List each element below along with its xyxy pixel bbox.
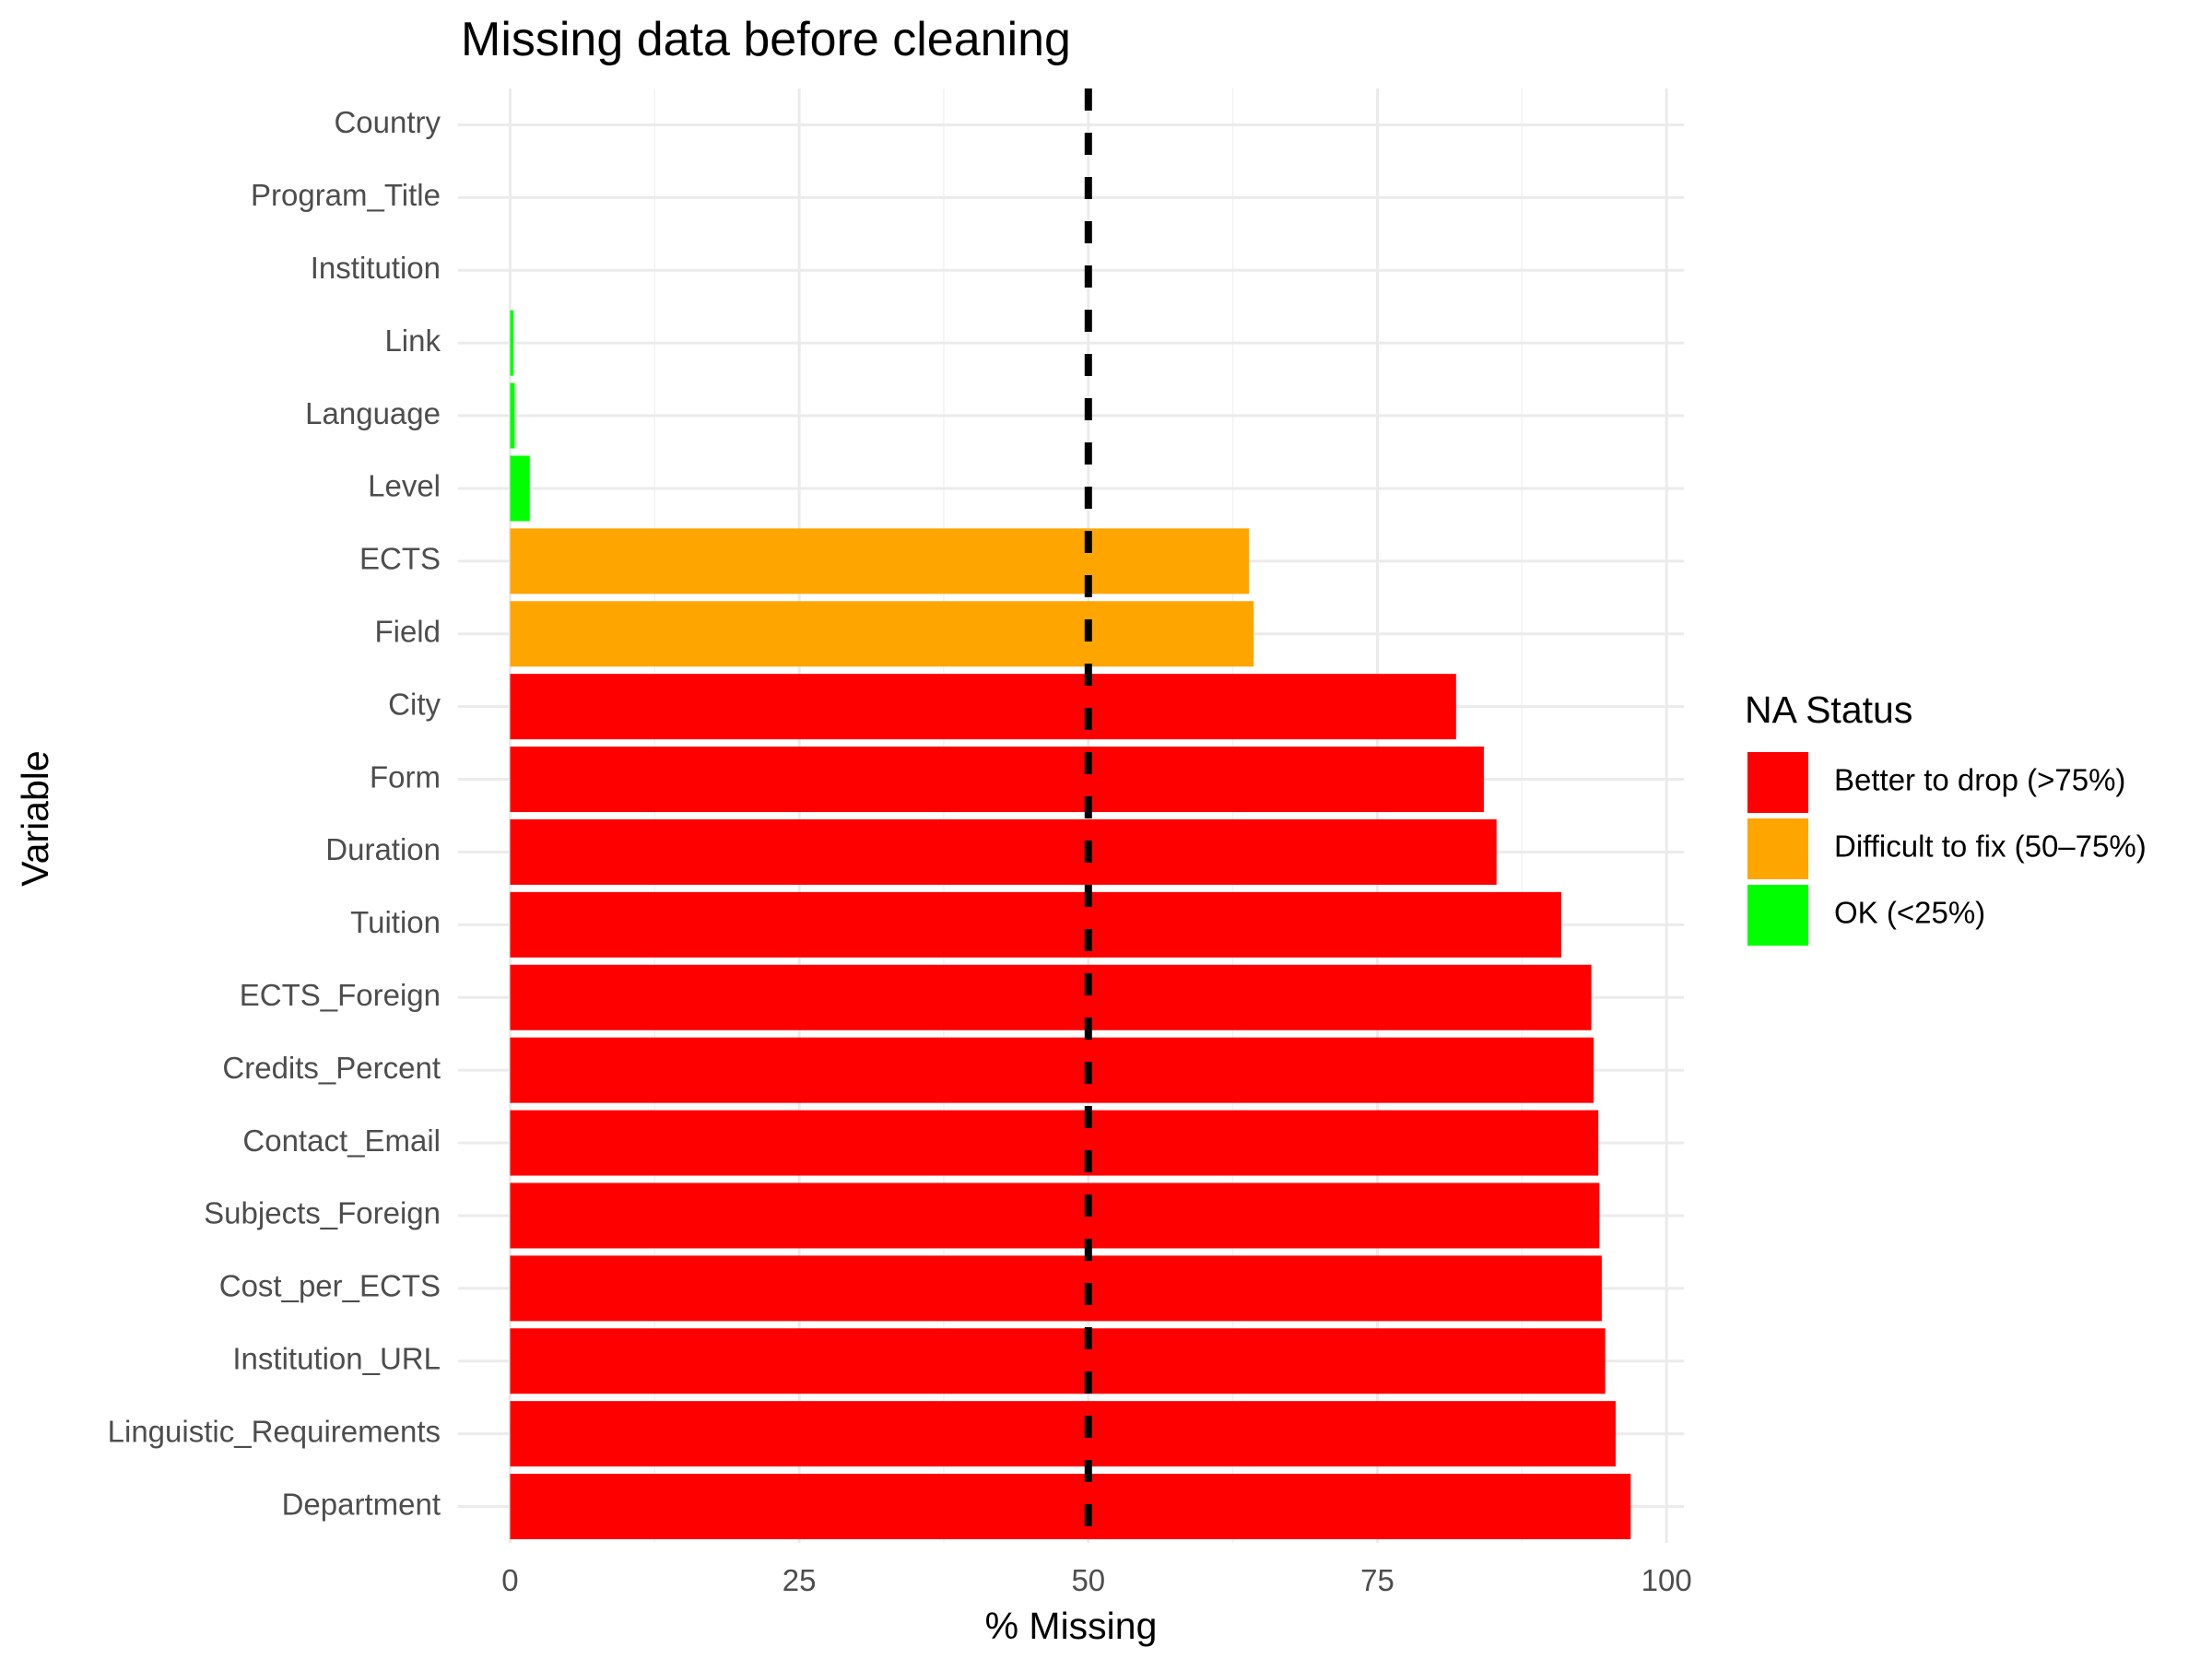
y-tick-label: Field [374, 614, 441, 648]
x-tick-label: 50 [1071, 1563, 1105, 1597]
y-tick-label: Contact_Email [242, 1124, 441, 1158]
y-tick-label: Credits_Percent [222, 1051, 441, 1085]
y-tick-label: Level [368, 469, 441, 503]
x-tick-label: 25 [782, 1563, 817, 1597]
y-tick-label: Duration [325, 832, 441, 866]
y-tick-label: City [388, 687, 441, 721]
x-axis-title: % Missing [985, 1605, 1158, 1647]
bar [510, 601, 1254, 667]
y-tick-label: Cost_per_ECTS [219, 1269, 441, 1303]
x-tick-label: 75 [1360, 1563, 1394, 1597]
bar [510, 528, 1250, 594]
y-tick-label: Institution_URL [232, 1341, 441, 1375]
bar [510, 891, 1561, 958]
y-tick-label: Link [384, 324, 441, 358]
grid [458, 88, 1684, 1543]
bar [510, 818, 1497, 885]
bar [510, 382, 515, 449]
bar [510, 1110, 1599, 1176]
y-tick-label: ECTS [359, 542, 441, 576]
y-tick-label: Program_Title [251, 178, 441, 212]
bar [510, 455, 530, 522]
legend-label: Better to drop (>75%) [1834, 763, 2125, 797]
bar [510, 747, 1484, 813]
bar [510, 1401, 1616, 1467]
legend-key [1747, 752, 1808, 813]
bar [510, 674, 1456, 740]
y-tick-label: Department [282, 1487, 441, 1521]
bar [510, 1255, 1602, 1322]
bar [510, 1182, 1600, 1249]
bar [510, 1474, 1631, 1540]
y-tick-label: Tuition [350, 905, 441, 939]
y-tick-label: Country [334, 105, 441, 139]
x-tick-label: 100 [1641, 1563, 1692, 1597]
legend-label: Difficult to fix (50–75%) [1834, 830, 2147, 864]
y-tick-label: Linguistic_Requirements [108, 1414, 441, 1448]
legend-label: OK (<25%) [1834, 896, 1985, 930]
y-axis-ticks: Country Program_Title Institution Link Langu… [108, 105, 441, 1521]
y-tick-label: ECTS_Foreign [240, 978, 441, 1012]
y-axis-title: Variable [14, 750, 56, 886]
legend: NA Status Better to drop (>75%) Difficult… [1745, 688, 2147, 946]
bar [510, 1328, 1606, 1394]
legend-title: NA Status [1745, 688, 1912, 731]
y-tick-label: Institution [311, 251, 441, 285]
bars [510, 310, 1631, 1540]
y-tick-label: Language [305, 396, 441, 430]
y-tick-label: Form [370, 759, 441, 794]
y-tick-label: Subjects_Foreign [204, 1196, 441, 1230]
x-axis-ticks: 0 25 50 75 100 [501, 1563, 1691, 1597]
chart-title: Missing data before cleaning [461, 13, 1071, 66]
legend-key [1747, 818, 1808, 879]
legend-key [1747, 885, 1808, 946]
bar [510, 1037, 1594, 1103]
bar [510, 310, 514, 376]
x-tick-label: 0 [501, 1563, 518, 1597]
bar [510, 964, 1592, 1030]
